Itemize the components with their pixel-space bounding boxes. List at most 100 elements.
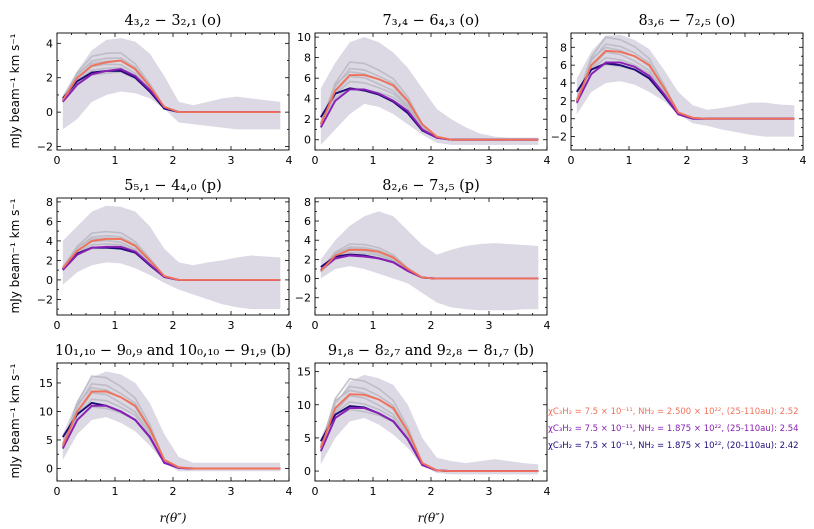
y-tick-label: 5 — [46, 434, 53, 447]
x-tick-label: 1 — [626, 154, 633, 167]
x-tick-label: 1 — [112, 154, 119, 167]
plot-area — [320, 211, 539, 311]
y-tick-label: 4 — [560, 77, 567, 90]
panel-5: 0 1 2 3 4 −2 0 2 4 6 8 8₂,₆ − 7₃,₅ (p) — [295, 178, 551, 332]
x-tick-label: 1 — [370, 154, 377, 167]
x-tick-label: 4 — [544, 154, 551, 167]
x-tick-label: 4 — [286, 319, 293, 332]
legend-chi-label: χC₃H₂ = 7.5 × 10⁻¹¹, — [548, 407, 639, 417]
y-tick-label: 0 — [304, 465, 311, 478]
plot-area — [62, 38, 281, 130]
x-tick-label: 0 — [54, 319, 61, 332]
y-tick-label: −2 — [37, 293, 53, 306]
y-axis-label: mJy beam⁻¹ km s⁻¹ — [8, 33, 22, 148]
y-tick-label: 0 — [560, 113, 567, 126]
plot-area — [319, 374, 539, 475]
x-axis-label: r(θ″) — [418, 511, 445, 525]
plot-area — [61, 371, 281, 472]
x-tick-label: 2 — [170, 154, 177, 167]
series-model-a — [62, 237, 281, 281]
observation-band — [62, 38, 281, 130]
x-tick-label: 4 — [544, 485, 551, 498]
x-tick-label: 0 — [568, 154, 575, 167]
x-tick-label: 2 — [428, 154, 435, 167]
y-tick-label: 8 — [46, 196, 53, 209]
y-tick-label: 15 — [39, 377, 53, 390]
x-tick-label: 1 — [112, 319, 119, 332]
x-tick-label: 4 — [286, 485, 293, 498]
legend-entry-model-c: χC₃H₂ = 7.5 × 10⁻¹¹, NH₂ = 1.875 × 10²²,… — [548, 438, 799, 455]
y-tick-label: 10 — [297, 399, 311, 412]
x-tick-label: 2 — [684, 154, 691, 167]
x-tick-label: 2 — [170, 485, 177, 498]
y-tick-label: 6 — [304, 215, 311, 228]
y-tick-label: 4 — [304, 93, 311, 106]
series-model-a — [62, 59, 281, 114]
x-tick-label: 0 — [312, 485, 319, 498]
y-tick-label: 15 — [297, 366, 311, 379]
x-tick-label: 0 — [54, 154, 61, 167]
panel-title: 5₅,₁ − 4₄,₀ (p) — [124, 178, 222, 194]
x-axis-label: r(θ″) — [160, 511, 187, 525]
y-tick-label: 0 — [46, 106, 53, 119]
y-tick-label: 0 — [304, 134, 311, 147]
y-tick-label: 4 — [46, 235, 53, 248]
x-tick-label: 1 — [370, 319, 377, 332]
panel-title: 10₁,₁₀ − 9₀,₉ and 10₀,₁₀ − 9₁,₉ (b) — [55, 343, 291, 359]
y-tick-label: 6 — [46, 215, 53, 228]
y-tick-label: 8 — [304, 196, 311, 209]
legend: χC₃H₂ = 7.5 × 10⁻¹¹, NH₂ = 2.500 × 10²²,… — [548, 404, 799, 455]
y-tick-label: −2 — [37, 141, 53, 154]
y-tick-label: 2 — [304, 113, 311, 126]
panel-2: 0 1 2 3 4 0 2 4 6 8 10 7₃,₄ − 6₄,₃ (o) — [297, 13, 551, 167]
plot-area — [62, 205, 281, 310]
y-axis-label: mJy beam⁻¹ km s⁻¹ — [8, 363, 22, 478]
y-tick-label: 2 — [304, 253, 311, 266]
plot-area — [319, 37, 539, 145]
panel-6: 0 1 2 3 4 0 5 10 15 10₁,₁₀ − 9₀,₉ and 10₀,₁₀ − 9₁… — [39, 343, 293, 498]
series-model-a — [575, 49, 795, 120]
legend-nh-label: NH₂ = 1.875 × 10²², (20-110au): 2.42 — [638, 441, 799, 451]
y-tick-label: 5 — [304, 432, 311, 445]
x-tick-label: 2 — [428, 485, 435, 498]
x-tick-label: 3 — [486, 485, 493, 498]
y-tick-label: 6 — [560, 59, 567, 72]
observation-band — [576, 34, 795, 137]
series-model-a — [319, 393, 539, 473]
y-tick-label: 10 — [297, 31, 311, 44]
y-axis-label: mJy beam⁻¹ km s⁻¹ — [8, 198, 22, 313]
y-tick-label: −2 — [295, 292, 311, 305]
observation-band — [320, 374, 539, 475]
panel-title: 8₂,₆ − 7₃,₅ (p) — [382, 178, 480, 194]
y-tick-label: 2 — [46, 72, 53, 85]
panel-7: 0 1 2 3 4 0 5 10 15 9₁,₈ − 8₂,₇ and 9₂,₈ − 8₁,₇ (… — [297, 343, 551, 498]
y-tick-label: 2 — [46, 254, 53, 267]
x-tick-label: 3 — [228, 154, 235, 167]
panel-title: 9₁,₈ − 8₂,₇ and 9₂,₈ − 8₁,₇ (b) — [328, 343, 534, 359]
series-model-a — [320, 248, 539, 280]
y-tick-label: 2 — [560, 95, 567, 108]
x-tick-label: 3 — [742, 154, 749, 167]
y-tick-label: 0 — [46, 274, 53, 287]
panel-title: 7₃,₄ − 6₄,₃ (o) — [383, 13, 480, 29]
x-tick-label: 2 — [428, 319, 435, 332]
panel-title: 8₃,₆ − 7₂,₅ (o) — [639, 13, 736, 29]
x-tick-label: 3 — [486, 154, 493, 167]
x-tick-label: 3 — [486, 319, 493, 332]
x-tick-label: 4 — [800, 154, 807, 167]
plot-area — [575, 34, 795, 137]
legend-nh-label: NH₂ = 1.875 × 10²², (25-110au): 2.54 — [638, 424, 799, 434]
y-tick-label: 4 — [46, 37, 53, 50]
legend-chi-label: χC₃H₂ = 7.5 × 10⁻¹¹, — [548, 424, 639, 434]
legend-chi-label: χC₃H₂ = 7.5 × 10⁻¹¹, — [548, 441, 639, 451]
panel-title: 4₃,₂ − 3₂,₁ (o) — [125, 13, 222, 29]
x-tick-label: 4 — [544, 319, 551, 332]
y-tick-label: 6 — [304, 72, 311, 85]
x-tick-label: 0 — [312, 319, 319, 332]
series-model-a — [319, 74, 539, 141]
x-tick-label: 4 — [286, 154, 293, 167]
y-tick-label: 8 — [560, 41, 567, 54]
